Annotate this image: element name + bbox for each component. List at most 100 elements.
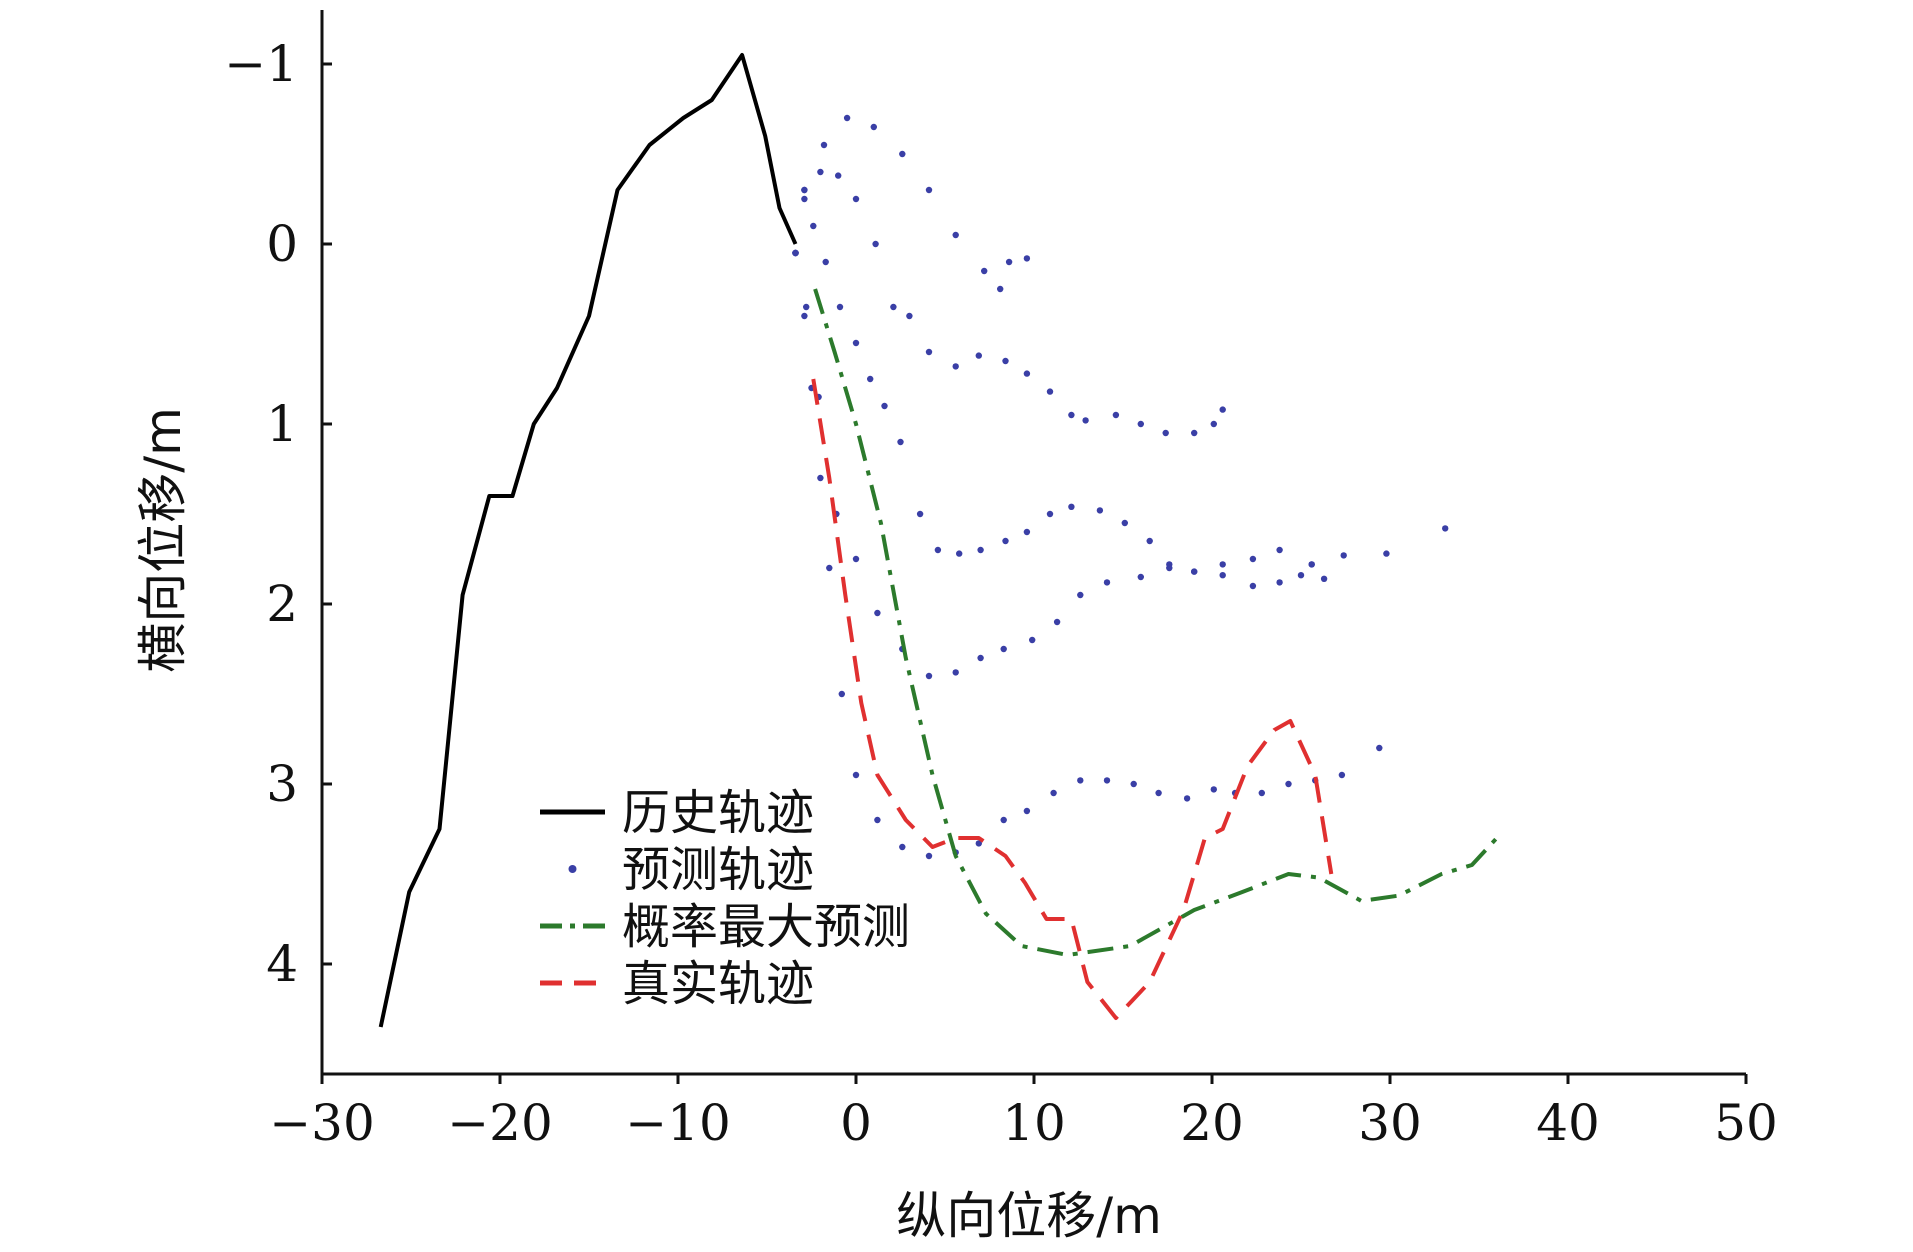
predicted-point-track-5 bbox=[1050, 789, 1057, 797]
predicted-point-track-2 bbox=[952, 363, 959, 370]
predicted-point-track-5 bbox=[838, 690, 845, 698]
predicted-point-track-1 bbox=[870, 123, 877, 131]
predicted-point-track-5 bbox=[801, 312, 808, 320]
predicted-point-track-4 bbox=[1077, 591, 1084, 599]
legend-swatch bbox=[568, 865, 577, 873]
legend-label: 概率最大预测 bbox=[622, 899, 910, 955]
predicted-point-track-5 bbox=[826, 564, 833, 572]
predicted-point-track-1 bbox=[843, 114, 851, 122]
predicted-point-track-5 bbox=[925, 852, 933, 860]
y-tick-label: 0 bbox=[266, 215, 298, 273]
predicted-point-track-4 bbox=[1308, 561, 1315, 568]
x-tick-label: 20 bbox=[1180, 1094, 1244, 1152]
predicted-point-track-4 bbox=[1383, 550, 1390, 557]
predicted-point-track-3 bbox=[810, 222, 817, 230]
predicted-point-track-5 bbox=[1338, 771, 1346, 779]
predicted-point-track-3 bbox=[1249, 582, 1257, 590]
predicted-point-track-4 bbox=[925, 672, 933, 680]
predicted-point-track-1 bbox=[981, 267, 988, 275]
y-tick-label: −1 bbox=[224, 35, 298, 93]
predicted-point-track-5 bbox=[852, 771, 860, 779]
predicted-point-track-4 bbox=[1137, 573, 1145, 581]
predicted-point-track-1 bbox=[952, 231, 959, 239]
predicted-point-track-2 bbox=[835, 172, 842, 179]
predicted-point-track-3 bbox=[852, 339, 860, 347]
predicted-point-track-4 bbox=[1340, 552, 1347, 559]
legend-label: 预测轨迹 bbox=[622, 842, 814, 898]
predicted-point-track-2 bbox=[1002, 357, 1009, 365]
predicted-point-track-3 bbox=[881, 402, 888, 410]
series-line-dash-dot bbox=[813, 288, 1499, 957]
predicted-point-track-5 bbox=[1285, 780, 1292, 788]
predicted-point-track-2 bbox=[852, 195, 860, 203]
legend-label: 历史轨迹 bbox=[622, 785, 814, 841]
predicted-point-track-2 bbox=[1191, 429, 1198, 437]
predicted-point-track-5 bbox=[1023, 807, 1031, 815]
predicted-point-track-3 bbox=[1068, 503, 1075, 510]
predicted-point-track-2 bbox=[1219, 406, 1226, 413]
predicted-point-track-2 bbox=[890, 303, 897, 311]
predicted-point-track-4 bbox=[1276, 546, 1283, 554]
predicted-point-track-5 bbox=[1103, 777, 1111, 784]
predicted-point-track-1 bbox=[997, 285, 1004, 293]
predicted-point-track-3 bbox=[897, 438, 904, 446]
x-tick-label: 0 bbox=[840, 1094, 872, 1152]
predicted-point-track-3 bbox=[822, 258, 829, 266]
predicted-point-track-4 bbox=[952, 669, 959, 676]
predicted-point-track-2 bbox=[1112, 411, 1120, 419]
y-tick-label: 1 bbox=[266, 395, 298, 453]
predicted-point-track-3 bbox=[1219, 572, 1226, 579]
predicted-point-track-1 bbox=[899, 150, 906, 158]
predicted-point-track-2 bbox=[801, 186, 808, 194]
predicted-point-track-5 bbox=[975, 840, 982, 847]
predicted-point-track-3 bbox=[1046, 510, 1054, 518]
predicted-point-track-3 bbox=[1146, 537, 1153, 545]
predicted-point-track-4 bbox=[1166, 564, 1173, 572]
predicted-point-track-3 bbox=[934, 546, 942, 554]
series-line-dashed bbox=[811, 378, 1334, 1020]
predicted-point-track-2 bbox=[1162, 429, 1169, 437]
predicted-point-track-3 bbox=[1121, 519, 1129, 527]
x-tick-label: 30 bbox=[1358, 1094, 1422, 1152]
predicted-point-track-3 bbox=[977, 546, 984, 554]
y-axis-title: 横向位移/m bbox=[134, 407, 192, 673]
predicted-point-track-4 bbox=[874, 609, 881, 617]
predicted-point-track-4 bbox=[1053, 618, 1061, 626]
predicted-point-track-4 bbox=[1191, 568, 1198, 575]
series-line-solid bbox=[378, 53, 798, 1028]
legend-label: 真实轨迹 bbox=[622, 956, 814, 1012]
predicted-point-track-3 bbox=[1096, 507, 1104, 514]
predicted-point-track-2 bbox=[975, 352, 982, 359]
predicted-point-track-3 bbox=[1297, 572, 1305, 579]
predicted-point-track-3 bbox=[1023, 528, 1031, 536]
x-tick-label: 40 bbox=[1536, 1094, 1600, 1152]
predicted-point-track-1 bbox=[1023, 255, 1031, 262]
predicted-point-track-4 bbox=[1219, 561, 1226, 568]
predicted-point-track-2 bbox=[872, 240, 879, 248]
predicted-point-track-1 bbox=[1005, 258, 1013, 266]
y-tick-label: 2 bbox=[266, 575, 298, 633]
series bbox=[378, 53, 1499, 1028]
predicted-point-track-4 bbox=[852, 555, 860, 563]
x-tick-label: −10 bbox=[625, 1094, 731, 1152]
predicted-point-track-5 bbox=[1077, 777, 1084, 784]
predicted-point-track-5 bbox=[1258, 789, 1266, 797]
predicted-point-track-4 bbox=[1000, 645, 1007, 653]
predicted-point-track-5 bbox=[874, 816, 881, 824]
predicted-point-track-3 bbox=[1276, 579, 1283, 586]
x-tick-label: 50 bbox=[1714, 1094, 1778, 1152]
predicted-point-track-2 bbox=[1210, 420, 1218, 428]
predicted-point-track-5 bbox=[792, 249, 799, 257]
predicted-point-track-2 bbox=[1046, 388, 1054, 395]
predicted-point-track-5 bbox=[1000, 816, 1007, 824]
predicted-point-track-4 bbox=[1103, 579, 1111, 586]
predicted-point-track-5 bbox=[1210, 786, 1218, 793]
predicted-point-track-4 bbox=[977, 654, 984, 662]
x-tick-label: −20 bbox=[447, 1094, 553, 1152]
predicted-point-track-3 bbox=[867, 375, 874, 383]
predicted-point-track-2 bbox=[1137, 420, 1145, 428]
predicted-point-track-2 bbox=[925, 348, 933, 356]
